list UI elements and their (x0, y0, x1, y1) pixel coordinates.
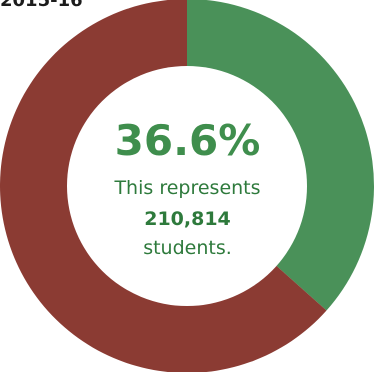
center-student-count: 210,814 (144, 208, 231, 230)
center-caption-line-3: students. (143, 237, 232, 259)
center-percentage: 36.6% (114, 116, 261, 165)
center-caption-line-1: This represents (114, 177, 261, 199)
donut-center-hole (67, 66, 307, 306)
year-label: 2015-16 (0, 0, 83, 11)
